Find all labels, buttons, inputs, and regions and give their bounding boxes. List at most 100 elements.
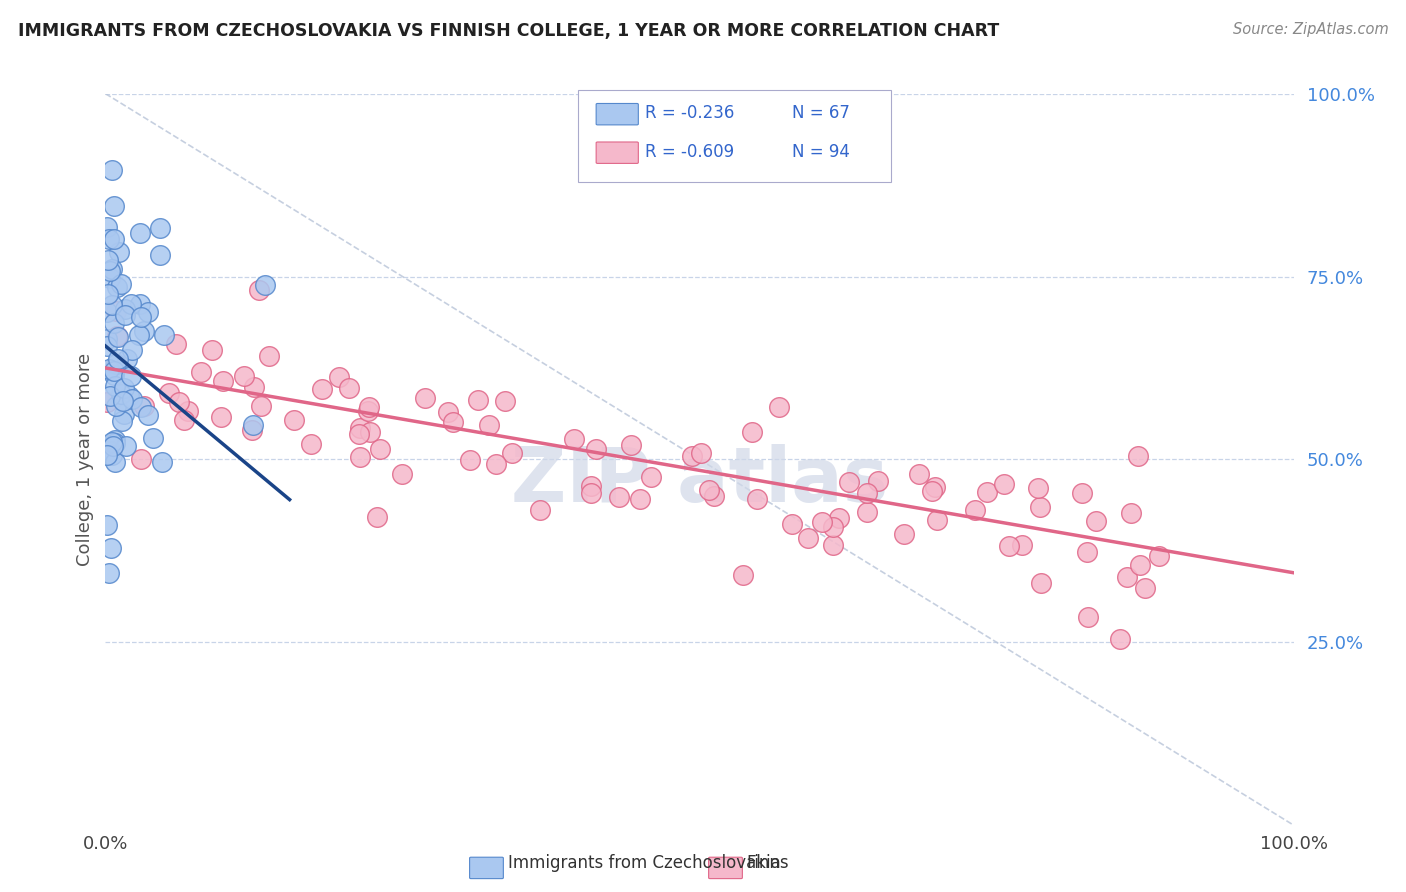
Point	[190, 365, 212, 379]
Point	[501, 446, 523, 460]
Point	[1147, 549, 1170, 563]
Point	[128, 327, 150, 342]
Point	[797, 531, 820, 545]
Point	[129, 400, 152, 414]
Point	[110, 386, 132, 401]
Point	[132, 399, 155, 413]
Point	[328, 369, 350, 384]
Point	[628, 491, 651, 506]
Point	[357, 400, 380, 414]
Point	[997, 539, 1019, 553]
Point	[132, 324, 155, 338]
Point	[157, 385, 180, 400]
Point	[111, 414, 134, 428]
Point	[690, 446, 713, 460]
Point	[257, 350, 280, 364]
Point	[128, 227, 150, 241]
Point	[810, 515, 832, 529]
Point	[821, 520, 844, 534]
Point	[349, 450, 371, 464]
Point	[747, 492, 769, 507]
Point	[105, 280, 128, 294]
Point	[201, 343, 224, 358]
Point	[441, 415, 464, 429]
Point	[240, 423, 263, 437]
Point	[391, 467, 413, 481]
Point	[103, 368, 125, 382]
Point	[101, 163, 124, 178]
Point	[1135, 581, 1157, 595]
Point	[347, 427, 370, 442]
Text: ZIP atlas: ZIP atlas	[510, 444, 889, 518]
Point	[104, 435, 127, 450]
Point	[104, 434, 127, 448]
Point	[120, 296, 142, 310]
Point	[96, 331, 118, 345]
Point	[98, 389, 121, 403]
Point	[1116, 570, 1139, 584]
Point	[120, 368, 142, 383]
Point	[415, 392, 437, 406]
Point	[107, 330, 129, 344]
Y-axis label: College, 1 year or more: College, 1 year or more	[76, 353, 94, 566]
Text: Immigrants from Czechoslovakia: Immigrants from Czechoslovakia	[508, 855, 780, 872]
Point	[1126, 449, 1149, 463]
Point	[1029, 500, 1052, 514]
Point	[129, 452, 152, 467]
Point	[1129, 558, 1152, 572]
Point	[993, 476, 1015, 491]
Point	[209, 409, 232, 424]
Point	[114, 308, 136, 322]
Point	[112, 408, 135, 422]
Point	[176, 403, 198, 417]
Point	[1028, 482, 1050, 496]
Point	[893, 527, 915, 541]
Point	[173, 412, 195, 426]
Point	[101, 448, 124, 462]
Point	[100, 298, 122, 312]
Point	[1011, 538, 1033, 552]
Point	[121, 343, 143, 357]
Point	[299, 437, 322, 451]
Point	[101, 261, 124, 276]
Point	[856, 486, 879, 500]
Point	[128, 297, 150, 311]
Point	[821, 538, 844, 552]
Point	[107, 245, 129, 260]
Point	[741, 425, 763, 439]
Point	[640, 470, 662, 484]
Point	[150, 455, 173, 469]
Point	[250, 400, 273, 414]
Point	[105, 358, 128, 372]
Point	[458, 453, 481, 467]
Point	[136, 305, 159, 319]
Point	[768, 401, 790, 415]
Point	[107, 352, 129, 367]
Point	[866, 474, 889, 488]
Point	[478, 417, 501, 432]
Point	[112, 381, 135, 395]
Point	[212, 375, 235, 389]
Point	[233, 369, 256, 384]
Point	[243, 380, 266, 394]
Point	[311, 383, 333, 397]
Text: Finns: Finns	[747, 855, 789, 872]
Point	[103, 364, 125, 378]
Point	[97, 286, 120, 301]
Point	[111, 393, 134, 408]
Text: R = -0.609: R = -0.609	[645, 143, 734, 161]
Point	[1076, 545, 1098, 559]
Point	[921, 483, 943, 498]
Point	[731, 567, 754, 582]
Point	[103, 316, 125, 330]
Point	[104, 455, 127, 469]
Point	[579, 478, 602, 492]
Point	[1029, 576, 1052, 591]
Point	[110, 277, 132, 291]
Point	[142, 431, 165, 445]
Point	[98, 271, 121, 285]
Point	[828, 511, 851, 525]
Point	[283, 413, 305, 427]
Point	[1109, 632, 1132, 646]
Point	[118, 389, 141, 403]
